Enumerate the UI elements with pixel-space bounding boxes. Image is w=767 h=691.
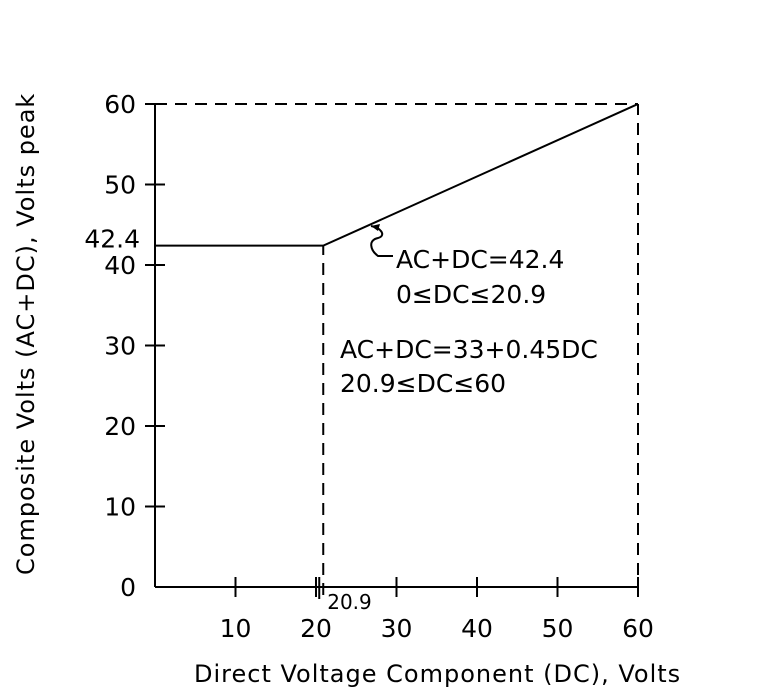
x-tick-label: 10 xyxy=(220,614,252,643)
annotation-1-line-2: 0≤DC≤20.9 xyxy=(396,280,546,309)
annotation-pointer xyxy=(370,225,393,257)
series-line xyxy=(155,103,639,247)
annotation-1-line-1: AC+DC=42.4 xyxy=(396,245,564,274)
x-axis-title: Direct Voltage Component (DC), Volts xyxy=(194,660,681,688)
y-axis-title: Composite Volts (AC+DC), Volts peak xyxy=(12,93,40,575)
y-tick-label: 40 xyxy=(104,251,136,280)
annotation-2-line-1: AC+DC=33+0.45DC xyxy=(340,335,598,364)
y-break-label: 42.4 xyxy=(84,225,140,254)
x-tick-label: 20 xyxy=(300,614,332,643)
y-tick-label: 0 xyxy=(120,573,136,602)
y-tick-label: 50 xyxy=(104,171,136,200)
y-tick-label: 20 xyxy=(104,412,136,441)
x-tick-label: 30 xyxy=(381,614,413,643)
ticks: 10 20 30 40 50 60 0 10 20 30 40 50 60 xyxy=(104,90,654,643)
x-tick-label: 40 xyxy=(461,614,493,643)
reference-lines xyxy=(155,103,639,599)
y-tick-label: 60 xyxy=(104,90,136,119)
x-tick-label: 50 xyxy=(542,614,574,643)
x-break-label: 20.9 xyxy=(327,590,372,614)
y-tick-label: 30 xyxy=(104,332,136,361)
annotation-arrowhead xyxy=(371,224,380,231)
annotation-2-line-2: 20.9≤DC≤60 xyxy=(340,369,506,398)
y-tick-label: 10 xyxy=(104,493,136,522)
x-tick-label: 60 xyxy=(622,614,654,643)
